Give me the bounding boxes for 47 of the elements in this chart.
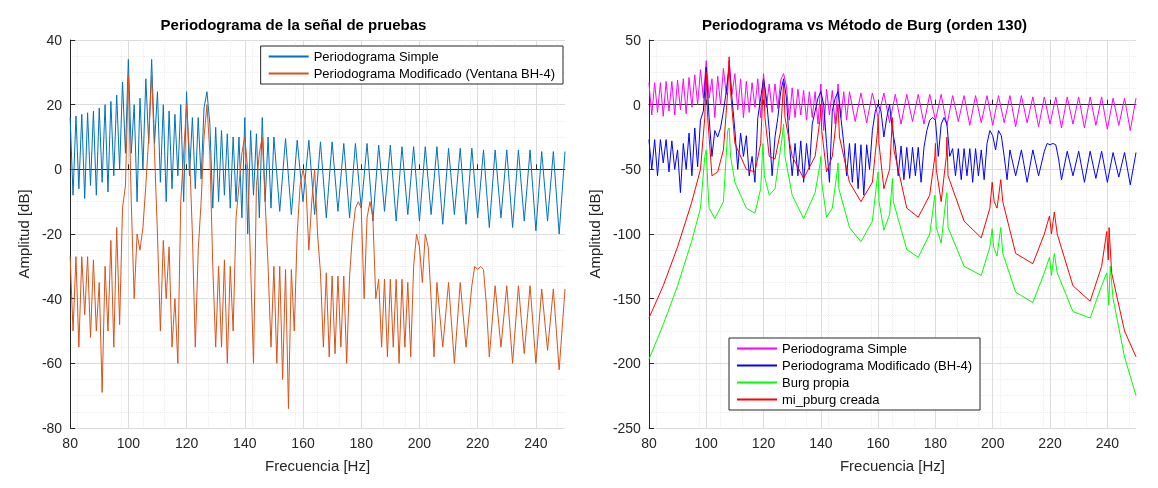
line-series [648,66,1137,196]
x-tick-label: 160 [291,435,315,451]
y-tick-label: 0 [54,161,63,178]
x-tick-label: 80 [641,435,657,451]
legend-label: Periodograma Modificado (Ventana BH-4) [313,66,556,81]
y-tick-label: -250 [612,420,642,436]
y-tick-label: -150 [612,290,642,307]
y-tick-label: 0 [633,96,642,113]
x-tick-label: 100 [694,435,719,451]
y-tick-label: 20 [46,96,63,113]
x-tick-label: 240 [524,435,548,451]
legend-label: mi_pburg creada [782,392,881,407]
legend-label: Periodograma Simple [782,341,908,356]
x-tick-label: 140 [233,435,257,451]
x-tick-label: 180 [923,435,948,451]
y-tick-label: -80 [41,420,63,436]
y-tick-label: -100 [612,226,642,242]
y-tick-label: -50 [620,161,642,178]
y-tick-label: -60 [41,355,63,372]
x-tick-label: 120 [174,435,199,451]
y-tick-label: 50 [625,32,642,48]
x-tick-label: 220 [1038,435,1062,451]
x-tick-label: 180 [349,435,374,451]
x-tick-label: 140 [809,435,833,451]
x-tick-label: 220 [465,435,490,451]
x-tick-label: 160 [866,435,891,451]
legend-label: Periodograma Simple [313,49,439,64]
x-tick-label: 240 [1095,435,1120,451]
chart-title: Periodograma vs Método de Burg (orden 130) [701,16,1028,33]
x-tick-label: 100 [116,435,141,451]
legend-label: Burg propia [782,375,850,390]
y-tick-label: 40 [46,32,63,48]
x-axis-title: Frecuencia [Hz] [265,457,371,474]
y-tick-label: -200 [612,355,642,372]
line-series [648,56,1137,358]
x-tick-label: 80 [62,435,79,451]
x-tick-label: 120 [751,435,776,451]
x-tick-label: 200 [981,435,1005,451]
line-series [648,60,1137,132]
chart-title: Periodograma de la señal de pruebas [160,16,427,33]
y-axis-title: Amplitud [dB] [15,189,32,279]
legend-label: Periodograma Modificado (BH-4) [782,358,973,373]
x-axis-title: Frecuencia [Hz] [839,457,945,474]
x-tick-label: 200 [407,435,432,451]
y-axis-title: Amplitud [dB] [586,189,603,279]
y-tick-label: -40 [41,290,63,307]
y-tick-label: -20 [41,226,63,242]
